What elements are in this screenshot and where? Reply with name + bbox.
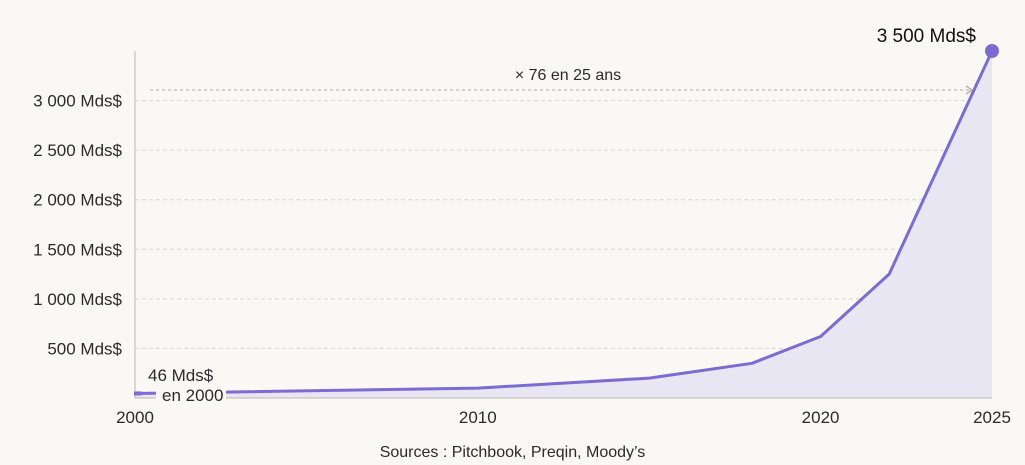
chart-svg: 500 Mds$ 1 000 Mds$ 1 500 Mds$ 2 000 Mds$ 2 … <box>33 26 1011 427</box>
x-tick-label: 2020 <box>802 408 840 427</box>
end-point <box>985 44 999 58</box>
y-tick-label: 1 500 Mds$ <box>33 240 122 259</box>
y-tick-label: 2 000 Mds$ <box>33 191 122 210</box>
y-tick-label: 3 000 Mds$ <box>33 92 122 111</box>
x-tick-label: 2010 <box>459 408 497 427</box>
start-value-label: 46 Mds$ <box>148 366 214 385</box>
y-tick-label: 2 500 Mds$ <box>33 141 122 160</box>
x-tick-label: 2000 <box>116 408 154 427</box>
start-marker <box>134 391 142 396</box>
y-tick-label: 1 000 Mds$ <box>33 290 122 309</box>
end-value-label: 3 500 Mds$ <box>877 26 977 47</box>
y-tick-label: 500 Mds$ <box>47 339 122 358</box>
growth-arrow-head <box>965 85 974 95</box>
start-label-bg <box>156 385 226 405</box>
growth-annotation: × 76 en 25 ans <box>515 67 621 84</box>
area-fill <box>135 51 992 398</box>
start-year-label: en 2000 <box>162 386 223 405</box>
x-tick-label: 2025 <box>973 408 1011 427</box>
series-line <box>134 50 994 395</box>
source-note: Sources : Pitchbook, Preqin, Moody’s <box>379 444 646 461</box>
